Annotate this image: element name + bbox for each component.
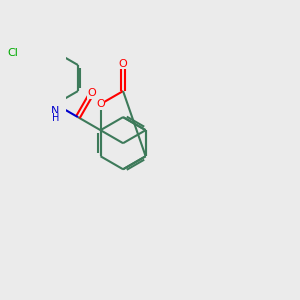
Text: H: H [52, 113, 59, 123]
Text: N: N [51, 106, 59, 116]
Text: Cl: Cl [7, 48, 18, 59]
Text: O: O [119, 58, 128, 68]
Text: O: O [96, 99, 105, 109]
Text: O: O [87, 88, 96, 98]
